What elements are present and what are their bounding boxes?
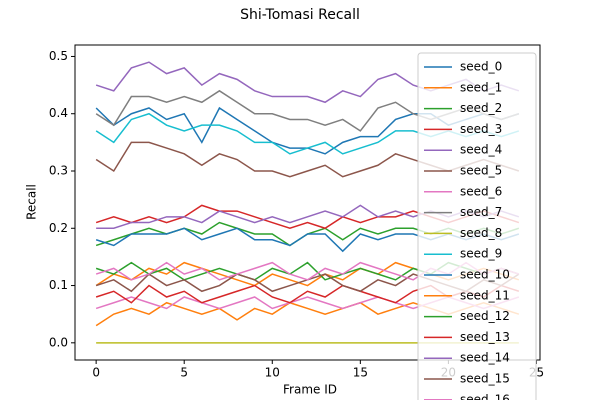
legend-label: seed_7 [460,205,502,219]
legend-box [417,52,537,400]
x-tick-label: 0 [92,366,100,380]
legend: seed_0 seed_1 seed_2 seed_3 seed_4 seed_5seed… [417,52,537,400]
legend-label: seed_4 [460,143,502,157]
legend-label: seed_5 [460,164,502,178]
legend-label: seed_11 [460,288,510,302]
y-tick-label: 0.1 [49,278,68,292]
y-tick-label: 0.2 [49,221,68,235]
x-tick-label: 15 [353,366,368,380]
legend-label: seed_1 [460,80,502,94]
y-tick-label: 0.0 [49,335,68,349]
plot-frame [74,44,541,361]
x-axis-label: Frame ID [283,383,337,397]
chart-title: Shi-Tomasi Recall [240,7,360,23]
y-tick-label: 0.3 [49,164,68,178]
legend-label: seed_16 [460,392,510,400]
x-tick-label: 10 [265,366,280,380]
legend-label: seed_12 [460,309,510,323]
legend-label: seed_2 [460,101,502,115]
legend-label: seed_6 [460,184,502,198]
legend-label: seed_8 [460,226,502,240]
y-tick-label: 0.5 [49,49,68,63]
legend-label: seed_14 [460,351,510,365]
legend-label: seed_0 [460,60,502,74]
legend-label: seed_10 [460,268,510,282]
legend-label: seed_13 [460,330,510,344]
legend-label: seed_3 [460,122,502,136]
y-axis-label: Recall [25,184,39,220]
legend-label: seed_9 [460,247,502,261]
x-tick-label: 5 [180,366,188,380]
legend-label: seed_15 [460,372,510,386]
y-tick-label: 0.4 [49,106,68,120]
